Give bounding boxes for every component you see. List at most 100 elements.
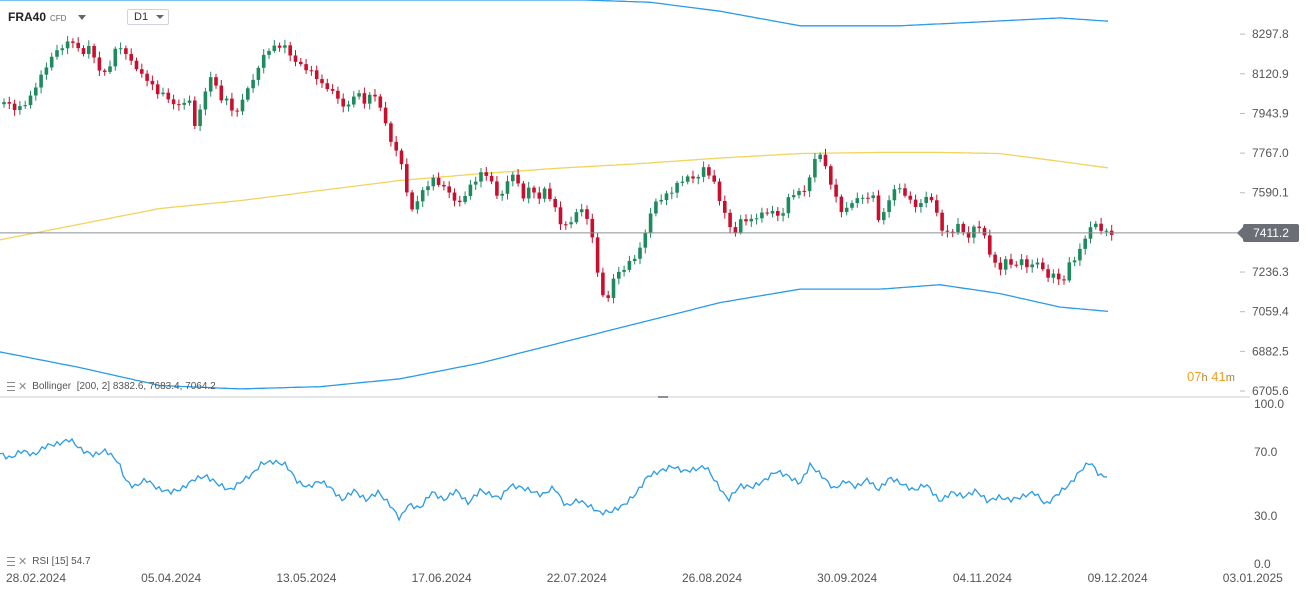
- candle-countdown: 07h 41m: [1187, 369, 1235, 384]
- candle: [855, 192, 860, 208]
- date-tick-label: 04.11.2024: [953, 571, 1012, 585]
- candle: [277, 42, 282, 52]
- price-tick-label: 8297.8: [1252, 27, 1289, 41]
- rsi-label: RSI: [32, 556, 49, 567]
- candle: [871, 191, 875, 202]
- candle: [887, 195, 891, 218]
- candle: [1009, 253, 1013, 269]
- pane-resize-handle[interactable]: [658, 396, 668, 398]
- candle: [405, 158, 409, 197]
- symbol-selector[interactable]: FRA40 CFD: [8, 10, 87, 24]
- bollinger-legend: ✕ Bollinger [200, 2] 8382.6, 7683.4, 706…: [7, 380, 216, 393]
- candle: [203, 87, 208, 116]
- candle: [818, 152, 822, 163]
- candle: [558, 201, 563, 230]
- close-icon[interactable]: ✕: [18, 381, 28, 393]
- date-tick-label: 05.04.2024: [141, 571, 201, 585]
- candle: [378, 94, 383, 112]
- candle: [617, 267, 621, 285]
- timeframe-value: D1: [134, 11, 149, 23]
- candle: [336, 86, 340, 104]
- candle: [362, 87, 367, 109]
- candle: [903, 183, 907, 198]
- candle: [892, 184, 897, 206]
- candle: [12, 99, 17, 116]
- countdown-h-unit: h: [1201, 372, 1208, 384]
- candle: [680, 175, 685, 187]
- date-tick-label: 17.06.2024: [412, 571, 472, 585]
- candle: [712, 169, 716, 184]
- rsi-tick-label: 100.0: [1254, 397, 1284, 411]
- candle: [473, 176, 478, 190]
- candle: [675, 180, 679, 198]
- candle: [516, 169, 520, 187]
- candle: [945, 225, 950, 238]
- rsi-series: [0, 437, 1108, 522]
- timeframe-selector[interactable]: D1: [127, 9, 169, 25]
- candle: [108, 60, 112, 74]
- candle: [829, 164, 833, 190]
- candle: [632, 254, 637, 265]
- candle: [39, 70, 43, 94]
- candle: [171, 94, 176, 110]
- candle: [1104, 228, 1109, 237]
- candle: [55, 44, 59, 60]
- candle: [495, 176, 499, 199]
- chevron-down-icon[interactable]: [78, 14, 87, 20]
- candle: [606, 290, 610, 302]
- candle: [876, 190, 881, 223]
- candle: [844, 202, 849, 216]
- candle: [908, 191, 913, 204]
- candle: [1014, 261, 1019, 268]
- date-axis[interactable]: 28.02.2024 05.04.2024 13.05.2024 17.06.2024…: [6, 571, 1283, 585]
- price-tick-label: 7059.4: [1252, 305, 1289, 319]
- candle: [1035, 258, 1040, 269]
- date-tick-label: 03.01.2025: [1223, 571, 1283, 585]
- price-tick-label: 6882.5: [1252, 344, 1289, 358]
- candle: [463, 191, 467, 205]
- candle: [993, 251, 997, 268]
- rsi-axis[interactable]: 100.0 70.0 30.0 0.0: [1254, 397, 1284, 571]
- date-tick-label: 30.09.2024: [817, 571, 877, 585]
- candle: [823, 148, 828, 170]
- candle: [988, 229, 992, 258]
- candle: [309, 65, 314, 76]
- countdown-hours: 07: [1187, 369, 1202, 384]
- candle: [442, 181, 446, 191]
- candle: [1025, 255, 1029, 273]
- countdown-m-unit: m: [1225, 372, 1235, 384]
- candle: [447, 181, 451, 199]
- candle: [738, 215, 743, 235]
- candle: [532, 185, 536, 199]
- menu-icon[interactable]: [7, 382, 15, 391]
- candle: [1094, 220, 1098, 230]
- candle: [685, 174, 690, 185]
- candle: [526, 181, 531, 204]
- candle: [585, 205, 589, 225]
- candle: [781, 207, 785, 222]
- candle: [564, 221, 568, 230]
- candle: [733, 221, 738, 237]
- candle: [389, 121, 393, 147]
- chevron-down-icon[interactable]: [156, 15, 164, 19]
- candle: [399, 148, 404, 170]
- rsi-tick-label: 0.0: [1254, 557, 1271, 571]
- close-icon[interactable]: ✕: [18, 556, 28, 568]
- candle: [972, 224, 976, 244]
- candle: [458, 195, 462, 207]
- candle: [65, 35, 70, 55]
- candle: [383, 101, 388, 126]
- price-axis[interactable]: 8297.8 8120.9 7943.9 7767.0 7590.1 7236.3 7059…: [1240, 27, 1289, 398]
- candle: [935, 194, 939, 217]
- candle: [293, 50, 298, 67]
- menu-icon[interactable]: [7, 557, 15, 566]
- candle: [330, 84, 335, 95]
- candle: [325, 78, 330, 92]
- rsi-params: [15]: [51, 556, 69, 567]
- bollinger-values: 8382.6, 7683.4, 7064.2: [112, 381, 216, 392]
- candle: [150, 75, 155, 91]
- rsi-legend: ✕ RSI [15] 54.7: [7, 555, 91, 568]
- candle: [1083, 235, 1087, 255]
- candle: [643, 229, 648, 254]
- candle: [776, 207, 780, 222]
